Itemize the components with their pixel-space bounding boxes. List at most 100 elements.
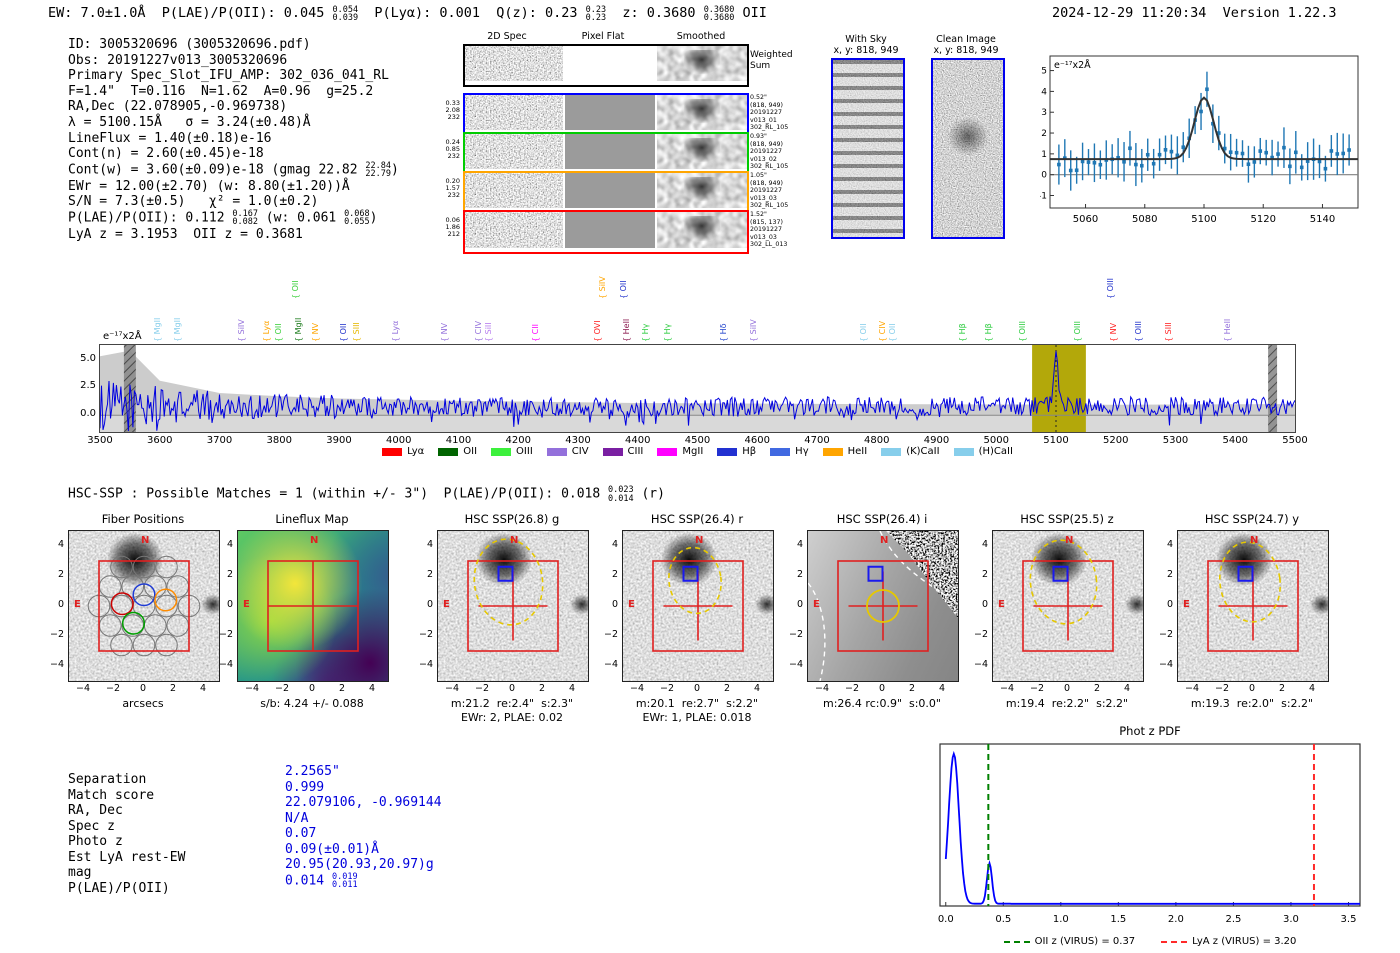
east-label: E [998, 599, 1005, 610]
match-row-value: 0.999 [285, 780, 324, 796]
line-marker-Lyα: { Lyα [261, 320, 271, 342]
info-text: Cont(n) = 2.60(±0.45)e-18 [68, 146, 264, 162]
panel-caption: m:26.4 rc:0.9" s:0.0" [823, 697, 941, 710]
photz-legend: OII z (VIRUS) = 0.37 LyA z (VIRUS) = 3.20 [938, 936, 1362, 947]
panel-xtick: −4 [444, 683, 459, 694]
panel-overlays [652, 546, 744, 652]
panel-ytick: −2 [49, 629, 64, 640]
panel-ytick: 4 [1166, 539, 1173, 550]
info-text: ) [369, 210, 378, 226]
line-marker-OIII: { OIII [1072, 320, 1082, 342]
panel-ytick: 0 [981, 599, 988, 610]
legend-item: (K)CaII [881, 446, 940, 457]
panel-ytick: 0 [226, 599, 233, 610]
header-text: z: 0.3680 [606, 5, 704, 21]
east-label: E [628, 599, 635, 610]
spec2d-smoothed-blob [684, 137, 720, 162]
panel-ytick: 4 [57, 539, 64, 550]
line-marker-OIII: { OIII [1018, 320, 1028, 342]
legend-swatch [953, 447, 974, 456]
photz-legend-label: OII z (VIRUS) = 0.37 [1034, 936, 1136, 947]
info-text: Cont(w) = 3.60(±0.09)e-18 (gmag 22.82 [68, 162, 366, 178]
panel-ytick: −4 [49, 659, 64, 670]
legend-swatch [881, 447, 902, 456]
catalog-object-box [867, 565, 884, 582]
spectrum-legend: Lyα OII OIII CIV CIII MgII Hβ Hγ HeII (K)CaII (H)C… [100, 446, 1295, 457]
spec2d-smoothed-blob [684, 98, 720, 123]
line-marker-MgII: { MgII [294, 317, 304, 342]
match-value-text: 0.07 [285, 826, 317, 841]
panel-xtick: −2 [1214, 683, 1229, 694]
info-text: RA,Dec (22.078905,-0.969738) [68, 99, 288, 115]
spec2d-row [463, 210, 749, 254]
north-label: N [141, 535, 150, 546]
info-hilo: 0.167 0.082 [232, 208, 258, 228]
header-hilo: 0.054 0.039 [332, 4, 359, 23]
legend-swatch [546, 447, 567, 456]
info-hilo: 22.84 22.79 [365, 160, 392, 180]
east-label: E [74, 599, 81, 610]
spec2d-cell [657, 46, 747, 81]
info-line: Cont(w) = 3.60(±0.09)e-18 (gmag 22.82 22… [68, 162, 399, 179]
panel-ytick: 0 [1166, 599, 1173, 610]
panel-xtick: 4 [368, 683, 376, 694]
panel-ytick: 2 [611, 569, 618, 580]
panel-ytick: −2 [788, 629, 803, 640]
hsc-text: (r) [633, 486, 665, 502]
panel-xtick: 2 [169, 683, 177, 694]
fiber-circle [155, 633, 178, 657]
sky-panel-title: x, y: 818, 949 [933, 45, 999, 56]
panel-ytick: 2 [796, 569, 803, 580]
legend-item: HeII [822, 446, 867, 457]
panel-ytick: −4 [1158, 659, 1173, 670]
info-text: LyA z = 3.1953 OII z = 0.3681 [68, 226, 303, 242]
legend-swatch [770, 447, 791, 456]
legend-item: Lyα [382, 446, 424, 457]
line-marker-OVI: { OVI [592, 320, 602, 342]
spectrum-xtick: 4300 [565, 435, 591, 446]
match-value-text: 0.09(±0.01)Å [285, 841, 379, 857]
header-datetime-version: 2024-12-29 11:20:34 Version 1.22.3 [1052, 5, 1337, 21]
info-text: LineFlux = 1.40(±0.18)e-16 [68, 130, 272, 146]
sky-panel-title: With Sky [845, 34, 887, 45]
east-label: E [243, 599, 250, 610]
north-label: N [695, 535, 704, 546]
sky-panel-title: Clean Image [936, 34, 996, 45]
svg-text:0: 0 [1041, 171, 1047, 181]
spec2d-cell [565, 134, 655, 169]
panel-xtick: 4 [199, 683, 207, 694]
panel-ytick: 2 [1166, 569, 1173, 580]
panel-ytick: −4 [973, 659, 988, 670]
spec2d-smoothed-blob [684, 49, 720, 74]
photz-xtick: 0.0 [937, 914, 954, 925]
spec2d-cell [465, 134, 563, 169]
header-text: OII [734, 5, 767, 21]
north-label: N [880, 535, 889, 546]
header-hilo: 0.3680 0.3680 [703, 4, 735, 23]
panel-xtick: 0 [508, 683, 516, 694]
hsc-text: HSC-SSP : Possible Matches = 1 (within +… [68, 486, 609, 502]
svg-text:-1: -1 [1040, 192, 1047, 202]
photz-xtick: 1.5 [1110, 914, 1127, 925]
spectrum-xtick: 5300 [1162, 435, 1189, 446]
spec2d-col-header: Smoothed [676, 31, 726, 42]
panel-ytick: 0 [611, 599, 618, 610]
match-row-label: RA, Dec [68, 803, 123, 818]
photz-xtick: 3.5 [1340, 914, 1357, 925]
legend-label: Hγ [795, 446, 809, 457]
panel-title: HSC SSP(24.7) y [1204, 512, 1300, 526]
panel-xtick: −2 [105, 683, 120, 694]
spec2d-cell [565, 95, 655, 130]
line-marker-OII: { OII [619, 280, 629, 299]
legend-label: (K)CaII [906, 446, 940, 457]
legend-item: Hγ [770, 446, 809, 457]
panel-xtick: 0 [1248, 683, 1256, 694]
spec2d-cell [465, 212, 563, 248]
info-line: LineFlux = 1.40(±0.18)e-16 [68, 131, 399, 147]
contour-dashed-line [879, 531, 958, 604]
spectrum-xtick: 4400 [625, 435, 651, 446]
info-line: Primary Spec_Slot_IFU_AMP: 302_036_041_R… [68, 68, 399, 84]
fit-plot-svg: -1 0 1 2 3 4 5 5060 5080 5100 5120 5140 e⁻¹⁷x2Å [1040, 55, 1359, 225]
panel-caption: m:21.2 re:2.4" s:2.3" [450, 697, 574, 710]
